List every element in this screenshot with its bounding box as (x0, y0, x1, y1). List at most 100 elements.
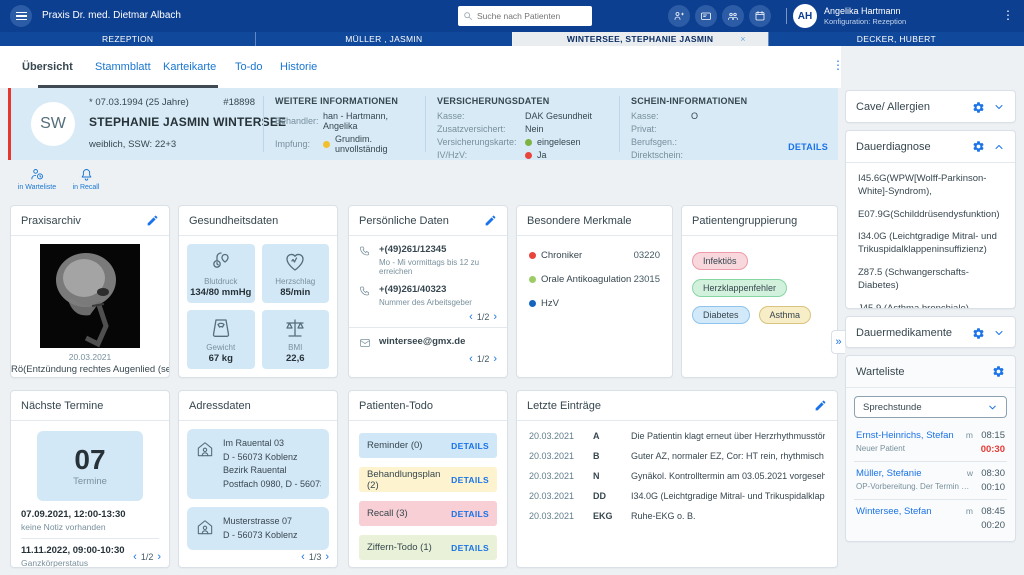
cave-settings-button[interactable] (972, 101, 985, 114)
close-tab-icon[interactable]: × (740, 34, 746, 44)
patient-birthdate: * 07.03.1994 (25 Jahre) (89, 97, 189, 108)
subtab-overflow-icon[interactable]: ⋮ (832, 58, 844, 72)
schein-details-link[interactable]: DETAILS (788, 142, 828, 152)
sidebar-collapse-handle[interactable]: » (831, 330, 845, 354)
divider (786, 8, 787, 24)
adressdaten-card: Adressdaten Im Rauental 03 D - 56073 Kob… (178, 390, 338, 568)
xray-thumbnail[interactable] (40, 244, 140, 348)
subtab-historie[interactable]: Historie (280, 61, 318, 73)
patient-group-button[interactable] (722, 5, 744, 27)
todo-row-behandlungsplan: Behandlungsplan (2) DETAILS (359, 467, 497, 492)
schein-kasse-label: Kasse: (631, 111, 659, 121)
card-title: Persönliche Daten (359, 214, 449, 227)
calendar-button[interactable] (749, 5, 771, 27)
expand-cave-button[interactable] (993, 101, 1005, 113)
direktschein-label: Direktschein: (631, 150, 684, 160)
entry-row: 20.03.2021 DD I34.0G (Leichtgradige Mitral… (529, 491, 825, 501)
next-page-icon[interactable]: › (325, 550, 329, 563)
entry-row: 20.03.2021 A Die Patientin klagt erneut üb… (529, 431, 825, 441)
tab-rezeption[interactable]: REZEPTION (0, 32, 256, 46)
status-dot-red (525, 151, 532, 159)
waitlist-patient-link[interactable]: Wintersee, Stefan (856, 506, 932, 517)
subtab-karteikarte[interactable]: Karteikarte (163, 61, 217, 73)
next-page-icon[interactable]: › (157, 550, 161, 563)
page-indicator: 1/2 (140, 552, 154, 562)
card-title: Patienten-Todo (359, 399, 433, 412)
tab-wintersee-stephanie[interactable]: WINTERSEE, STEPHANIE JASMIN × (511, 32, 768, 46)
entry-text: Ruhe-EKG o. B. (631, 511, 696, 521)
prev-page-icon[interactable]: ‹ (133, 550, 137, 563)
waitlist-patient-link[interactable]: Müller, Stefanie (856, 468, 922, 479)
patient-gender: m (965, 430, 973, 440)
entry-date: 20.03.2021 (529, 511, 575, 521)
entry-date: 20.03.2021 (529, 451, 575, 461)
subtab-todo[interactable]: To-do (235, 61, 263, 73)
versicherungsdaten-section: VERSICHERUNGSDATEN Kasse: DAK Gesundheit … (437, 96, 615, 163)
edit-persoenliche-daten-button[interactable] (484, 214, 497, 227)
add-to-recall-button[interactable]: in Recall (66, 167, 106, 191)
naechste-termine-card: Nächste Termine 07 Termine 07.09.2021, 1… (10, 390, 170, 568)
home-person-icon (197, 520, 213, 535)
overflow-menu-icon[interactable]: ⋮ (1002, 8, 1014, 22)
add-to-waitlist-button[interactable]: in Warteliste (12, 167, 62, 191)
search-input[interactable] (477, 11, 587, 21)
tab-mueller-jasmin[interactable]: MÜLLER , JASMIN (255, 32, 512, 46)
card-reader-button[interactable] (695, 5, 717, 27)
tile-value: 85/min (280, 286, 311, 298)
expand-dauermedikamente-button[interactable] (993, 327, 1005, 339)
hamburger-menu-icon[interactable] (10, 5, 32, 27)
waitlist-entry: Müller, Stefanie w 08:30 OP-Vorbereitung. … (854, 462, 1007, 500)
subtab-uebersicht[interactable]: Übersicht (22, 61, 73, 73)
pencil-icon (815, 400, 826, 411)
waitlist-filter-select[interactable]: Sprechstunde (854, 396, 1007, 418)
waitlist-patient-link[interactable]: Ernst-Heinrichs, Stefan (856, 430, 954, 441)
todo-details-link[interactable]: DETAILS (451, 542, 489, 553)
next-page-icon[interactable]: › (493, 310, 497, 323)
todo-details-link[interactable]: DETAILS (451, 508, 489, 519)
herzschlag-tile: Herzschlag 85/min (261, 244, 329, 303)
user-avatar[interactable]: AH (793, 4, 817, 28)
user-config: Konfiguration: Rezeption (824, 17, 906, 26)
dauerdiagnose-settings-button[interactable] (972, 140, 985, 153)
zusatz-label: Zusatzversichert: (437, 124, 506, 134)
besondere-merkmale-card: Besondere Merkmale Chroniker 03220 Orale … (516, 205, 673, 378)
diagnosis-item: I45.6G(WPW[Wolff-Parkinson-White]-Syndro… (858, 173, 987, 197)
gear-icon (973, 327, 984, 339)
entry-code: B (593, 451, 600, 461)
active-subtab-indicator (38, 85, 218, 88)
card-title: Dauerdiagnose (856, 140, 931, 153)
config-value: Rezeption (872, 17, 907, 27)
prev-page-icon[interactable]: ‹ (469, 310, 473, 323)
behandler-value: han - Hartmann, Angelika (323, 111, 389, 131)
heartbeat-icon (286, 253, 304, 271)
address-line: Postfach 0980, D - 56073 ... (223, 478, 321, 489)
termine-count: 07 (74, 443, 106, 475)
tile-value: 22,6 (286, 352, 305, 364)
tab-decker-hubert[interactable]: DECKER, HUBERT (767, 32, 1024, 46)
entry-row: 20.03.2021 EKG Ruhe-EKG o. B. (529, 511, 825, 521)
edit-eintraege-button[interactable] (814, 399, 827, 412)
card-title: Gesundheitsdaten (189, 214, 279, 227)
email-pagination: ‹ 1/2 › (349, 349, 507, 369)
todo-details-link[interactable]: DETAILS (451, 440, 489, 451)
warteliste-settings-button[interactable] (992, 365, 1005, 378)
chip-herzklappenfehler: Herzklappenfehler (692, 279, 788, 297)
email-row: wintersee@gmx.de (349, 328, 507, 349)
add-patient-button[interactable] (668, 5, 690, 27)
diagnosis-item: J45.9 (Asthma bronchiale) (858, 302, 969, 309)
collapse-dauerdiagnose-button[interactable] (993, 141, 1005, 153)
archive-entry-caption: Rö(Entzündung rechtes Augenlied (se... (11, 364, 169, 375)
people-group-icon (728, 12, 738, 20)
todo-details-link[interactable]: DETAILS (451, 474, 489, 485)
prev-page-icon[interactable]: ‹ (469, 352, 473, 365)
prev-page-icon[interactable]: ‹ (301, 550, 305, 563)
ivhzv-label: IV/HzV: (437, 150, 468, 160)
card-title: Dauermedikamente (856, 327, 952, 339)
dauermedikamente-settings-button[interactable] (972, 327, 985, 340)
edit-praxisarchiv-button[interactable] (146, 214, 159, 227)
subtab-stammblatt[interactable]: Stammblatt (95, 61, 151, 73)
appointment: 11.11.2022, 09:00-10:30 Ganzkörperstatus (11, 545, 169, 567)
email-address: wintersee@gmx.de (379, 336, 466, 347)
ivhzv-value: Ja (537, 150, 547, 160)
next-page-icon[interactable]: › (493, 352, 497, 365)
